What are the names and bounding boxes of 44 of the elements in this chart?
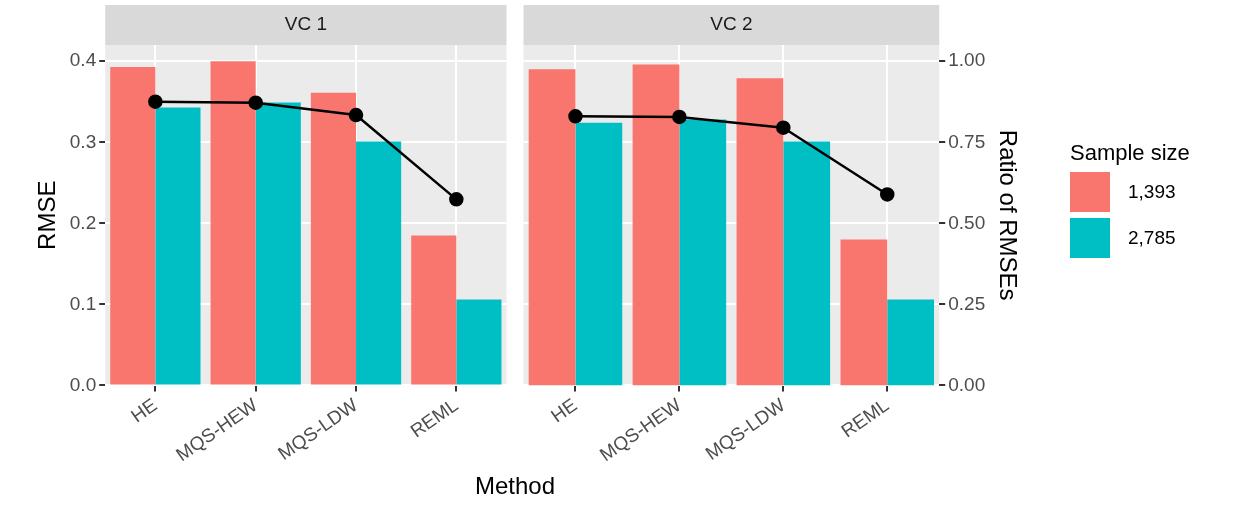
bar xyxy=(110,66,156,385)
bar xyxy=(575,122,623,386)
legend-label: 1,393 xyxy=(1128,181,1176,203)
x-tick-label: HE xyxy=(127,394,161,427)
bar xyxy=(210,61,256,385)
x-tick-label: HE xyxy=(547,394,581,427)
y2-tick-label: 1.00 xyxy=(948,49,986,71)
bar xyxy=(632,64,680,386)
point xyxy=(880,187,895,202)
bar xyxy=(528,69,576,386)
point xyxy=(568,109,583,124)
bar xyxy=(840,239,888,386)
y2-tick-label: 0.75 xyxy=(948,130,986,152)
y-axis-title: RMSE xyxy=(33,180,61,250)
legend-label: 2,785 xyxy=(1128,227,1176,249)
bar xyxy=(255,102,301,385)
y2-tick-label: 0.00 xyxy=(948,373,986,395)
point xyxy=(248,95,263,110)
point xyxy=(672,109,687,125)
bar xyxy=(310,92,357,385)
point xyxy=(449,192,464,207)
y-tick-label: 0.4 xyxy=(69,49,97,71)
y2-tick-label: 0.25 xyxy=(948,292,986,314)
y-tick-label: 0.1 xyxy=(69,292,97,314)
y-tick-label: 0.0 xyxy=(69,373,97,395)
chart-title: VC 1 xyxy=(284,13,327,35)
point xyxy=(776,120,791,135)
y-tick-label: 0.2 xyxy=(69,211,97,233)
x-axis-title: Method xyxy=(473,472,557,500)
bar xyxy=(736,78,784,386)
point xyxy=(348,107,364,123)
bar xyxy=(783,141,831,386)
y-tick-label: 0.3 xyxy=(69,130,97,152)
y2-axis-title: Ratio of RMSEs xyxy=(994,129,1022,301)
bar xyxy=(887,299,935,386)
bar xyxy=(456,299,502,385)
point xyxy=(148,94,163,109)
bar xyxy=(411,235,457,385)
bar xyxy=(679,119,727,386)
bar xyxy=(356,141,402,385)
bar xyxy=(155,107,201,385)
legend-title: Sample size xyxy=(1070,140,1190,166)
y2-tick-label: 0.50 xyxy=(948,211,986,233)
chart-title: VC 2 xyxy=(710,13,753,35)
